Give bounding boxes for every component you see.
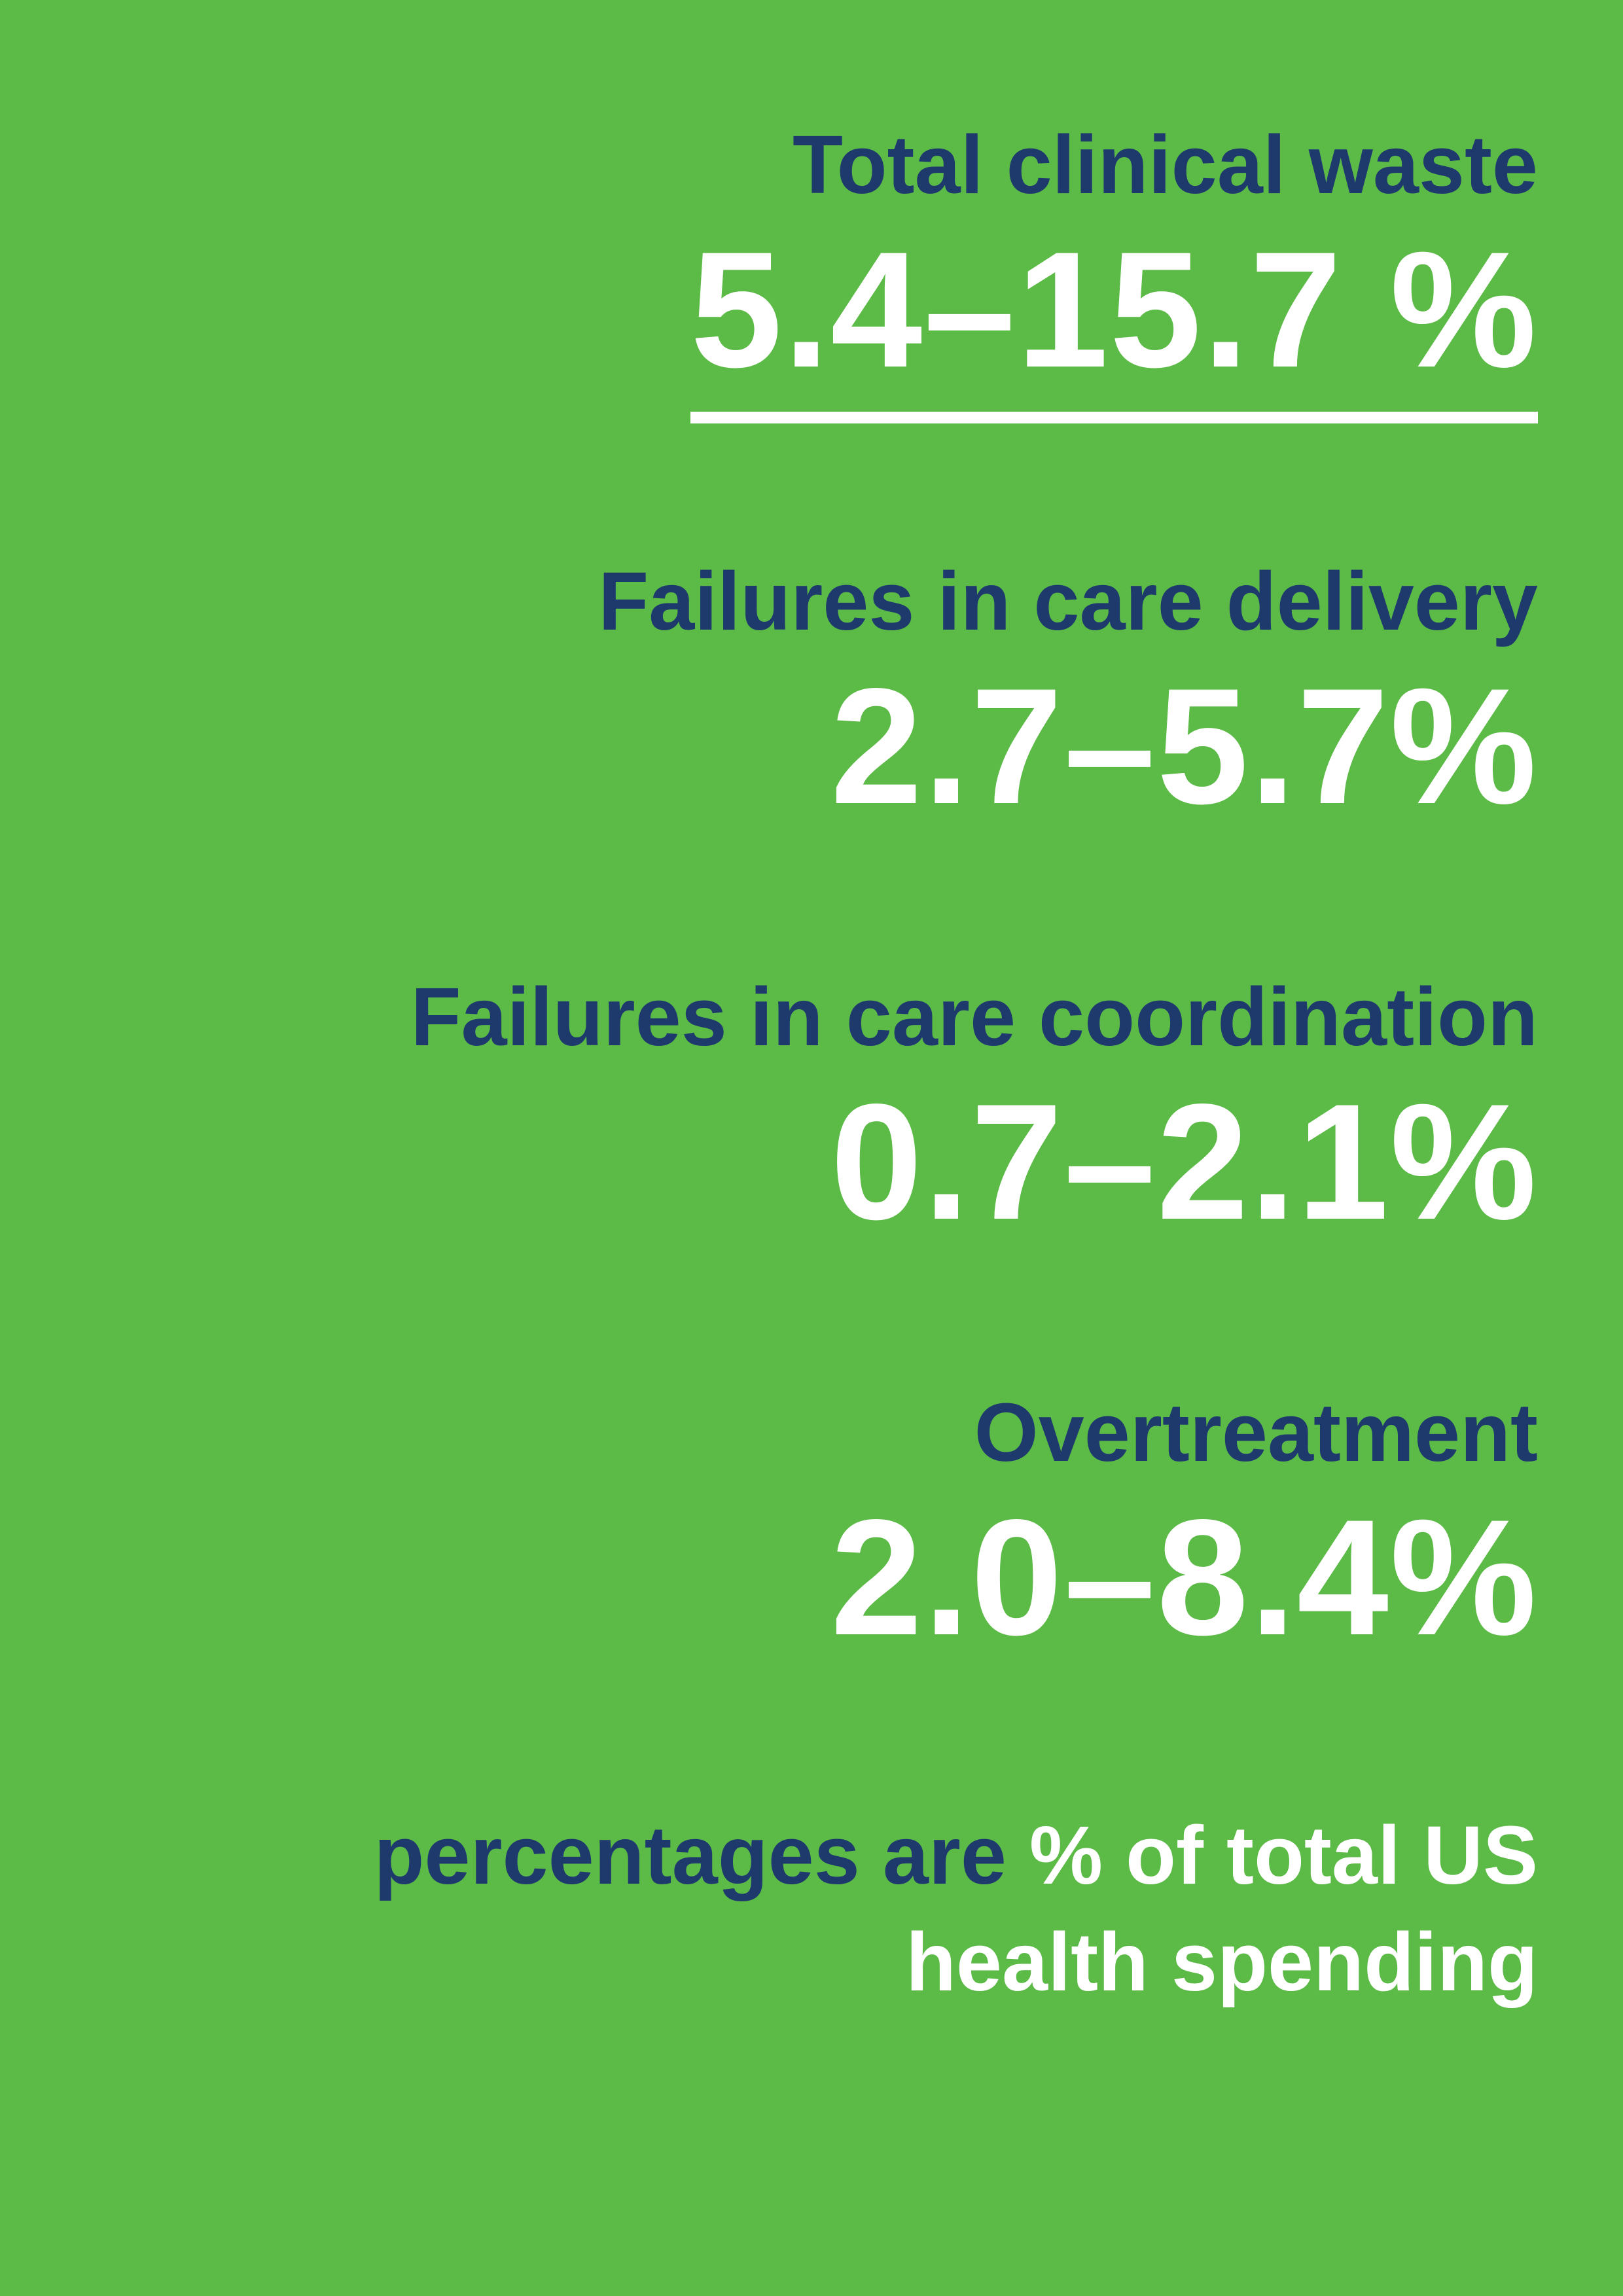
stat-value-overtreatment: 2.0–8.4% bbox=[830, 1486, 1538, 1670]
stat-failures-care-delivery: Failures in care delivery 2.7–5.7% bbox=[0, 554, 1538, 839]
stat-value-row: 5.4–15.7 % bbox=[0, 218, 1538, 424]
stat-value-row: 0.7–2.1% bbox=[0, 1070, 1538, 1255]
stat-label-overtreatment: Overtreatment bbox=[974, 1386, 1538, 1479]
stat-label-failures-care-delivery: Failures in care delivery bbox=[598, 555, 1538, 648]
stat-value-row: 2.0–8.4% bbox=[0, 1486, 1538, 1670]
stat-label-failures-care-coordination: Failures in care coordination bbox=[410, 971, 1538, 1064]
stat-value-failures-care-coordination: 0.7–2.1% bbox=[830, 1070, 1538, 1255]
footnote: percentages are % of total US health spe… bbox=[327, 1802, 1538, 2017]
stat-failures-care-coordination: Failures in care coordination 0.7–2.1% bbox=[0, 970, 1538, 1255]
footnote-suffix: % of total US health spending bbox=[905, 1808, 1538, 2009]
stat-value-row: 2.7–5.7% bbox=[0, 655, 1538, 839]
stat-overtreatment: Overtreatment 2.0–8.4% bbox=[0, 1386, 1538, 1670]
stat-total-clinical-waste: Total clinical waste 5.4–15.7 % bbox=[0, 118, 1538, 424]
stat-value-total-clinical-waste: 5.4–15.7 % bbox=[690, 218, 1538, 424]
stat-value-failures-care-delivery: 2.7–5.7% bbox=[830, 655, 1538, 839]
footnote-prefix: percentages are bbox=[374, 1808, 1030, 1901]
stat-label-total-clinical-waste: Total clinical waste bbox=[792, 118, 1538, 211]
